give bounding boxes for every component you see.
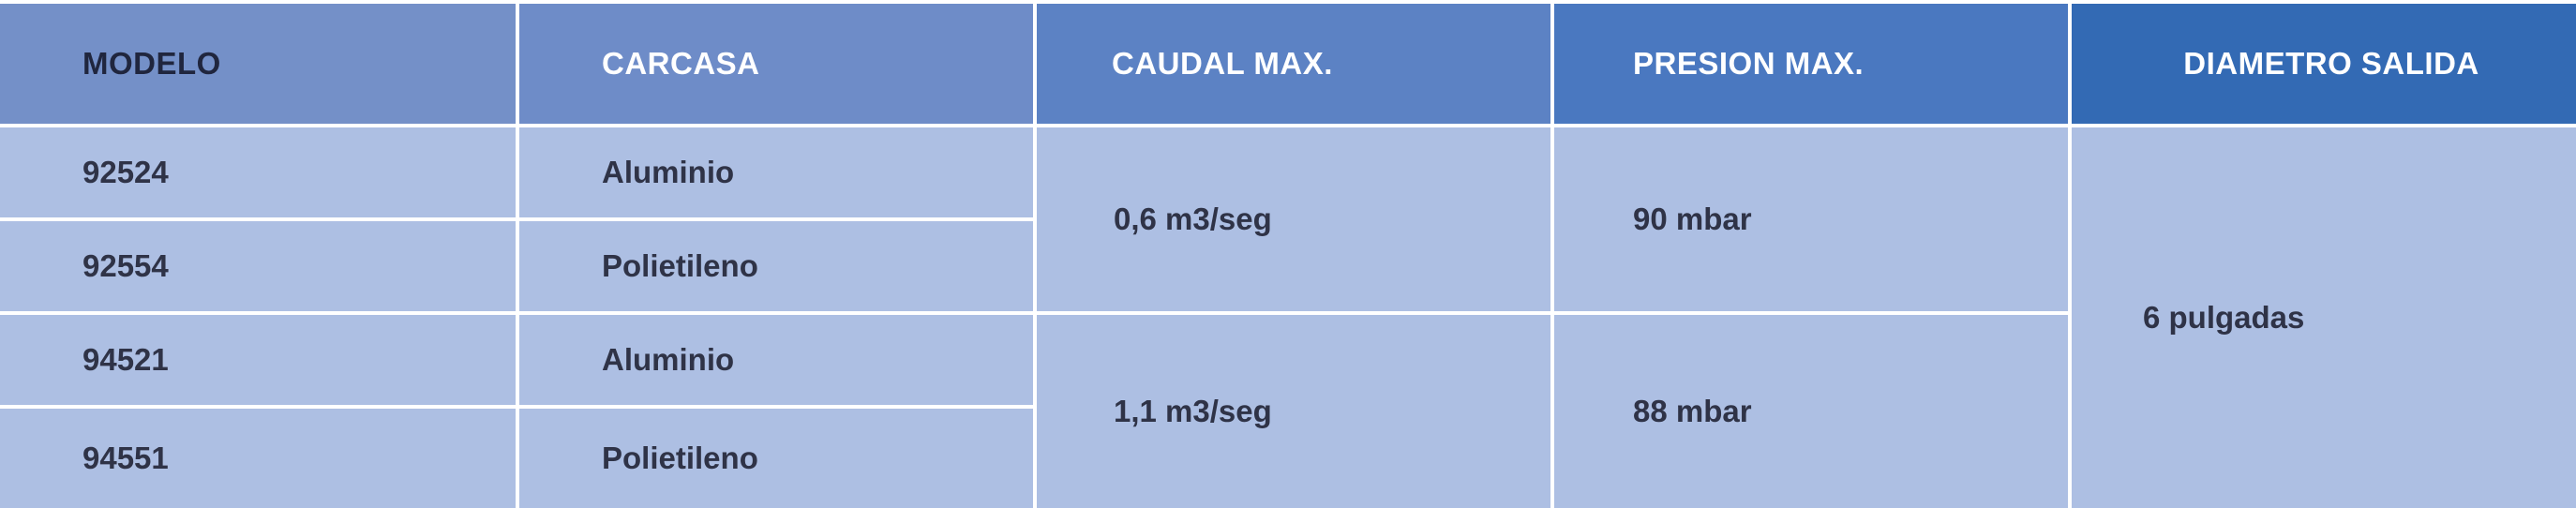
cell-carcasa-2: Polietileno (519, 221, 1033, 311)
cell-modelo-3: 94521 (0, 315, 516, 405)
cell-carcasa-3: Aluminio (519, 315, 1033, 405)
spec-table: MODELO CARCASA CAUDAL MAX. PRESION MAX. … (0, 4, 2576, 508)
cell-caudal-1: 0,6 m3/seg (1037, 127, 1550, 311)
header-modelo: MODELO (0, 4, 516, 124)
header-presion: PRESION MAX. (1554, 4, 2068, 124)
cell-modelo-4: 94551 (0, 409, 516, 508)
cell-modelo-2: 92554 (0, 221, 516, 311)
cell-diametro: 6 pulgadas (2072, 127, 2576, 508)
cell-presion-2: 88 mbar (1554, 315, 2068, 508)
cell-presion-1: 90 mbar (1554, 127, 2068, 311)
cell-carcasa-1: Aluminio (519, 127, 1033, 217)
header-diametro: DIAMETRO SALIDA (2072, 4, 2576, 124)
header-caudal: CAUDAL MAX. (1037, 4, 1550, 124)
cell-modelo-1: 92524 (0, 127, 516, 217)
header-carcasa: CARCASA (519, 4, 1033, 124)
cell-carcasa-4: Polietileno (519, 409, 1033, 508)
cell-caudal-2: 1,1 m3/seg (1037, 315, 1550, 508)
